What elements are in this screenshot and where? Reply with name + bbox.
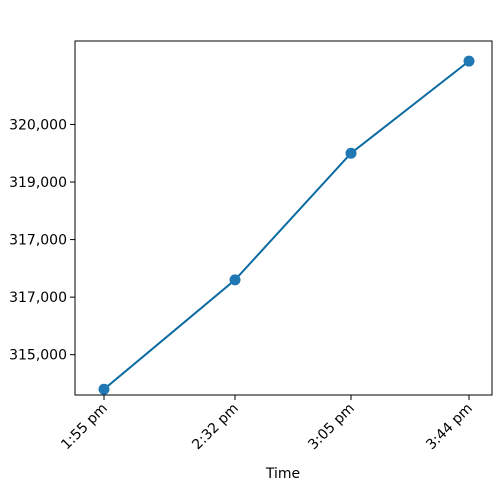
x-tick-label: 3:05 pm: [305, 401, 358, 454]
y-tick-label: 317,000: [9, 233, 67, 249]
y-tick-label: 320,000: [9, 117, 67, 133]
y-axis: 315,000 317,000 317,000 319,000 320,000: [9, 117, 75, 364]
x-axis-label: Time: [265, 466, 300, 482]
y-tick-label: 319,000: [9, 175, 67, 191]
data-point: [229, 274, 241, 286]
series-group: [98, 55, 475, 395]
data-point: [463, 55, 475, 67]
x-tick-label: 1:55 pm: [58, 401, 111, 454]
y-tick-label: 315,000: [9, 348, 67, 364]
y-tick-label: 317,000: [9, 290, 67, 306]
plot-frame: [74, 40, 493, 396]
series-line: [103, 60, 470, 391]
x-tick-label: 2:32 pm: [189, 401, 242, 454]
data-point: [98, 383, 110, 395]
data-point: [345, 147, 357, 159]
x-axis: 1:55 pm 2:32 pm 3:05 pm 3:44 pm: [58, 395, 476, 453]
x-tick-label: 3:44 pm: [423, 401, 476, 454]
